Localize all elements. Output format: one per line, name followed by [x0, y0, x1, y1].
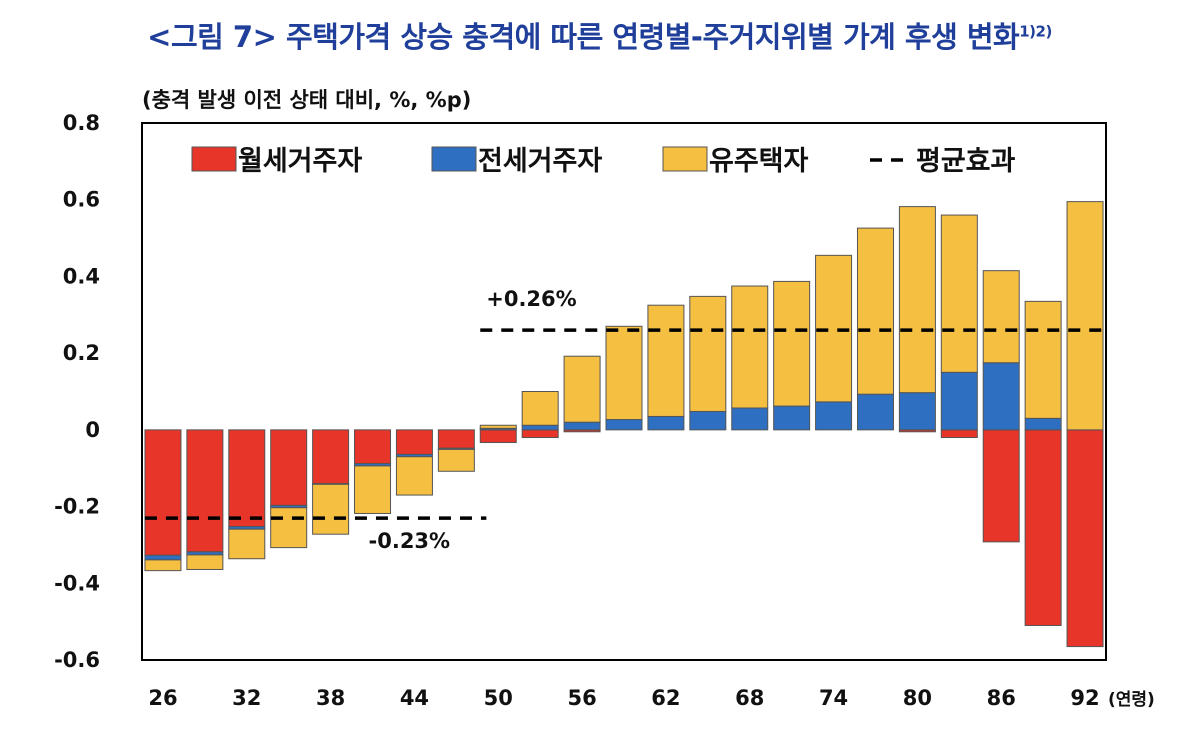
- bar-segment-월세거주자-26: [144, 429, 182, 556]
- x-tick-label: 44: [400, 686, 429, 710]
- y-tick-labels: 0.8 0.6 0.4 0.2 0 -0.2 -0.4 -0.6: [54, 111, 100, 672]
- legend-swatch-2: [662, 146, 708, 172]
- bar-segment-유주택자-26: [144, 559, 182, 572]
- average-effect-label-1: +0.26%: [486, 287, 576, 311]
- x-tick-label: 56: [567, 686, 596, 710]
- bar-segment-유주택자-32: [228, 528, 266, 560]
- bar-segment-유주택자-35: [270, 507, 308, 549]
- bar-segment-전세거주자-80: [898, 392, 936, 431]
- average-effect-label-0: -0.23%: [369, 529, 451, 553]
- bar-segment-전세거주자-53: [521, 424, 559, 431]
- bar-segment-월세거주자-92: [1066, 429, 1104, 648]
- x-tick-label: 80: [903, 686, 932, 710]
- bar-segment-전세거주자-26: [144, 554, 182, 561]
- bar-segment-전세거주자-59: [605, 419, 643, 431]
- bar-segment-월세거주자-47: [437, 429, 475, 449]
- y-axis-unit-label: (충격 발생 이전 상태 대비, %, %p): [142, 88, 472, 112]
- bar-segment-유주택자-71: [773, 280, 811, 407]
- bar-segment-유주택자-29: [186, 554, 224, 570]
- bar-segment-월세거주자-44: [395, 429, 433, 455]
- bar-segment-월세거주자-38: [312, 429, 350, 485]
- plot-area-frame: [141, 122, 1107, 661]
- x-tick-label: 50: [484, 686, 513, 710]
- x-tick-label: 32: [232, 686, 261, 710]
- bar-segment-유주택자-65: [689, 295, 727, 412]
- bar-segment-전세거주자-68: [731, 407, 769, 431]
- bar-segment-유주택자-68: [731, 285, 769, 409]
- bar-segment-유주택자-41: [354, 465, 392, 514]
- bar-segment-월세거주자-41: [354, 429, 392, 465]
- bar-segment-전세거주자-62: [647, 415, 685, 431]
- bar-segment-전세거주자-89: [1024, 417, 1062, 431]
- legend: 월세거주자 전세거주자 유주택자 평균효과: [191, 146, 1016, 177]
- bar-segment-유주택자-83: [940, 214, 978, 373]
- bar-segment-유주택자-47: [437, 448, 475, 472]
- legend-swatch-1: [431, 146, 477, 172]
- bar-segment-월세거주자-89: [1024, 429, 1062, 626]
- bar-segment-유주택자-44: [395, 456, 433, 496]
- bar-segment-월세거주자-32: [228, 429, 266, 528]
- y-tick-label: 0.4: [63, 264, 100, 288]
- bar-segment-유주택자-53: [521, 391, 559, 426]
- bar-segment-전세거주자-74: [815, 401, 853, 431]
- bar-segment-전세거주자-86: [982, 362, 1020, 431]
- legend-label-3: 평균효과: [916, 146, 1016, 177]
- bar-segment-월세거주자-86: [982, 429, 1020, 543]
- bar-segment-전세거주자-71: [773, 405, 811, 431]
- x-tick-label: 62: [651, 686, 680, 710]
- legend-swatch-0: [191, 146, 237, 172]
- x-tick-label: 92: [1070, 686, 1099, 710]
- x-tick-labels: 26 32 38 44 50 56 62 68 74 80 86 92: [148, 686, 1099, 710]
- x-tick-label: 74: [819, 686, 848, 710]
- bar-segment-전세거주자-83: [940, 371, 978, 431]
- y-tick-label: -0.2: [54, 495, 100, 519]
- bar-segment-유주택자-77: [856, 227, 894, 395]
- y-tick-label: 0.2: [63, 341, 100, 365]
- bar-segment-유주택자-38: [312, 483, 350, 535]
- average-effect-group: -0.23% +0.26%: [144, 287, 1104, 553]
- bar-segment-유주택자-59: [605, 325, 643, 421]
- y-tick-label: -0.6: [54, 648, 100, 672]
- bars-group: [144, 201, 1104, 648]
- bar-segment-유주택자-62: [647, 304, 685, 417]
- bar-segment-유주택자-92: [1066, 201, 1104, 431]
- bar-segment-월세거주자-35: [270, 429, 308, 506]
- legend-label-2: 유주택자: [709, 146, 809, 177]
- legend-label-1: 전세거주자: [478, 146, 602, 177]
- bar-segment-월세거주자-50: [479, 429, 517, 444]
- bar-segment-월세거주자-53: [521, 429, 559, 439]
- x-tick-label: 86: [987, 686, 1016, 710]
- bar-segment-월세거주자-83: [940, 429, 978, 439]
- x-tick-label: 68: [735, 686, 764, 710]
- bar-segment-유주택자-89: [1024, 300, 1062, 419]
- y-tick-label: 0.6: [63, 188, 100, 212]
- bar-segment-월세거주자-29: [186, 429, 224, 553]
- bar-segment-유주택자-86: [982, 270, 1020, 364]
- y-tick-label: 0.8: [63, 111, 100, 135]
- x-tick-label: 38: [316, 686, 345, 710]
- bar-segment-전세거주자-65: [689, 410, 727, 431]
- chart-title: <그림 7> 주택가격 상승 충격에 따른 연령별-주거지위별 가계 후생 변화…: [147, 20, 1052, 54]
- bar-segment-유주택자-80: [898, 206, 936, 394]
- legend-label-0: 월세거주자: [238, 146, 362, 177]
- y-tick-label: 0: [85, 418, 100, 442]
- bar-segment-유주택자-56: [563, 355, 601, 423]
- bar-segment-전세거주자-56: [563, 421, 601, 431]
- x-axis-unit-label: (연령): [1108, 689, 1155, 710]
- y-tick-label: -0.4: [54, 571, 100, 595]
- x-tick-label: 26: [148, 686, 177, 710]
- bar-segment-전세거주자-77: [856, 393, 894, 431]
- bar-segment-유주택자-50: [479, 424, 517, 429]
